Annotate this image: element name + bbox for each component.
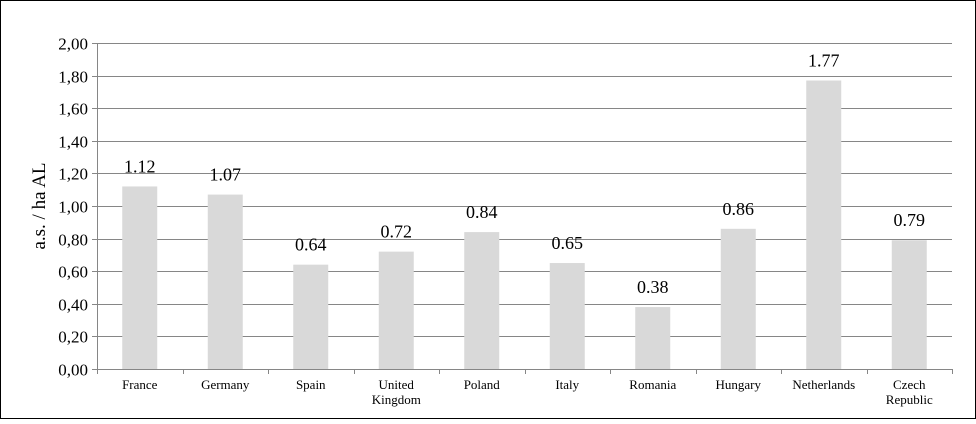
value-label: 1.77 — [808, 50, 840, 70]
bar — [806, 80, 842, 370]
x-tick-label: Hungary — [716, 377, 762, 392]
value-labels: 1.12 1.07 0.64 0.72 0.84 0.65 0.38 0.86 1.77 0.79 — [124, 50, 925, 297]
y-tick-label: 0,40 — [58, 296, 88, 315]
value-label: 0.79 — [894, 210, 926, 230]
y-tick-label: 1,00 — [58, 198, 88, 217]
y-tick-labels: 0,00 0,20 0,40 0,60 0,80 1,00 1,20 1,40 1,60 1,80… — [58, 35, 88, 380]
y-tick-label: 1,60 — [58, 100, 88, 119]
bar — [464, 232, 500, 369]
axes — [92, 43, 953, 374]
bar — [720, 228, 756, 369]
value-label: 1.07 — [210, 165, 242, 185]
x-tick-label: Netherlands — [792, 377, 855, 392]
x-tick-label: Spain — [296, 377, 326, 392]
bar — [293, 264, 329, 369]
y-tick-label: 1,40 — [58, 133, 88, 152]
x-tick-label: Poland — [464, 377, 501, 392]
y-tick-label: 2,00 — [58, 35, 88, 54]
y-tick-label: 0,20 — [58, 328, 88, 347]
x-tick-label: Italy — [555, 377, 579, 392]
x-tick-label: Germany — [201, 377, 250, 392]
value-label: 0.65 — [552, 233, 584, 253]
x-tick-labels: France Germany Spain United Kingdom Poland Ita… — [122, 377, 933, 407]
value-label: 0.64 — [295, 235, 327, 255]
value-label: 1.12 — [124, 156, 156, 176]
value-label: 0.86 — [723, 199, 755, 219]
bar — [378, 251, 414, 369]
y-axis-label: a.s. / ha AL — [29, 162, 50, 249]
bar — [122, 186, 158, 369]
y-tick-label: 0,00 — [58, 361, 88, 380]
bar — [549, 263, 585, 369]
y-tick-label: 1,20 — [58, 165, 88, 184]
x-tick-label: Czech Republic — [886, 377, 933, 407]
x-tick-label: France — [122, 377, 158, 392]
value-label: 0.72 — [381, 222, 413, 242]
bar — [207, 194, 243, 369]
y-tick-label: 1,80 — [58, 68, 88, 87]
value-label: 0.84 — [466, 202, 498, 222]
x-tick-label: Romania — [629, 377, 676, 392]
bar — [635, 307, 671, 369]
y-tick-label: 0,60 — [58, 263, 88, 282]
x-tick-label: United Kingdom — [372, 377, 421, 407]
bars — [122, 80, 927, 370]
value-label: 0.38 — [637, 277, 669, 297]
bar — [891, 240, 927, 369]
y-tick-label: 0,80 — [58, 231, 88, 250]
